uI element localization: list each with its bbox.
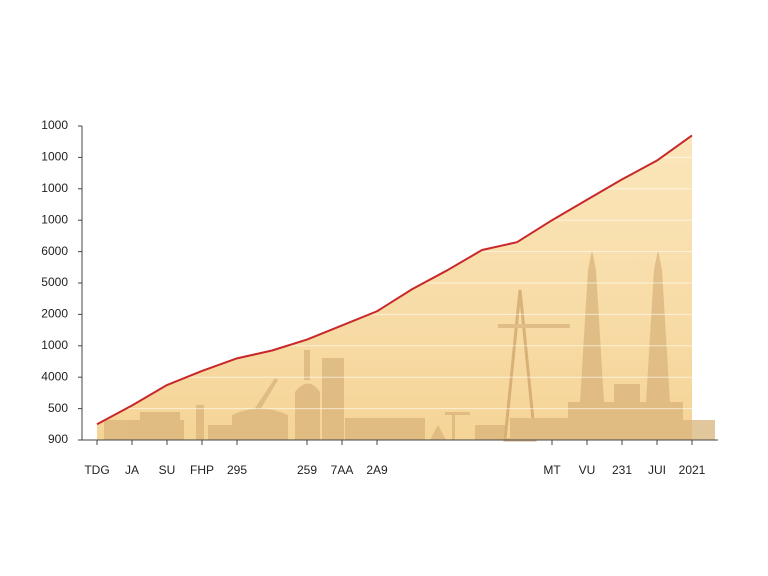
line: [96, 134, 693, 426]
x-tick-label: TDG: [84, 463, 109, 477]
y-tick-label: 1000: [41, 338, 68, 352]
x-tick-label: 231: [612, 463, 632, 477]
y-tick-label: 4000: [41, 369, 68, 383]
x-tick-label: JUI: [648, 463, 666, 477]
y-tick-label: 1000: [41, 212, 68, 226]
y-tick-label: 1000: [41, 181, 68, 195]
y-tick-label: 1000: [41, 118, 68, 132]
x-tick-label: JA: [125, 463, 139, 477]
x-tick-label: 2021: [679, 463, 706, 477]
y-tick-label: 500: [48, 401, 68, 415]
y-tick-label: 2000: [41, 307, 68, 321]
y-tick-label: 6000: [41, 244, 68, 258]
x-tick-label: SU: [159, 463, 176, 477]
x-tick-label: VU: [579, 463, 596, 477]
y-tick-label: 1000: [41, 150, 68, 164]
area-fill: [97, 135, 692, 441]
x-tick-label: 7AA: [331, 463, 354, 477]
y-tick-label: 900: [48, 432, 68, 446]
x-tick-label: 2A9: [366, 463, 388, 477]
x-tick-label: 295: [227, 463, 247, 477]
x-tick-label: FHP: [190, 463, 214, 477]
x-tick-label: 259: [297, 463, 317, 477]
skyline-decoration: [104, 250, 715, 442]
x-tick-label: MT: [543, 463, 561, 477]
y-tick-label: 5000: [41, 275, 68, 289]
